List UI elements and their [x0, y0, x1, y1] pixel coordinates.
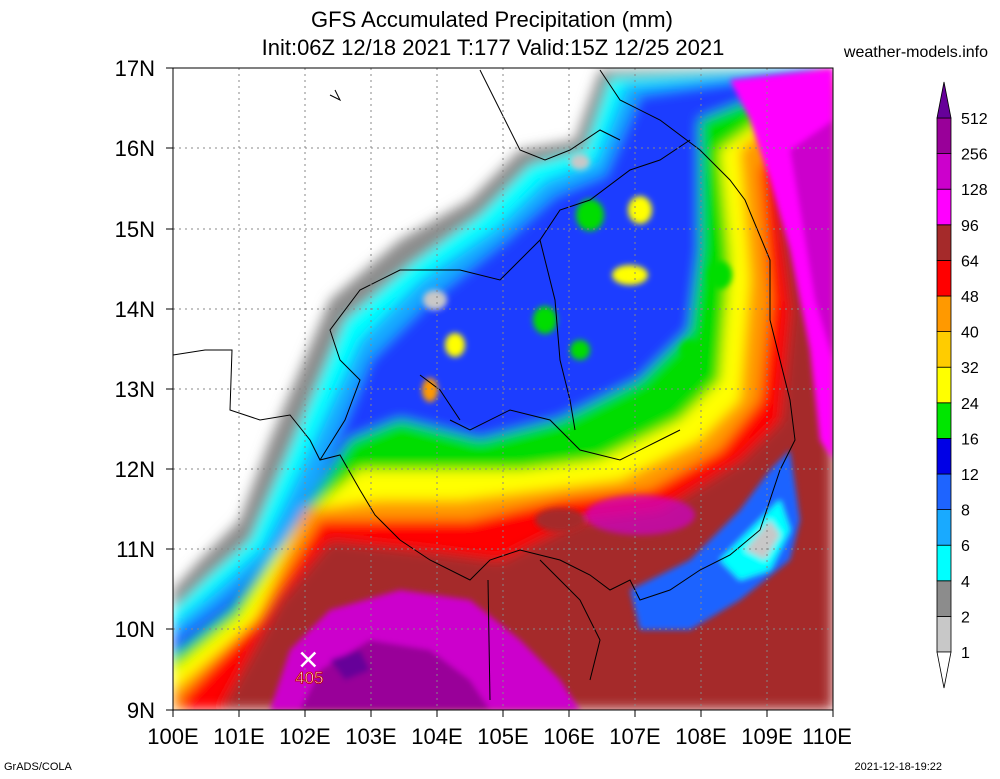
- legend-swatch-high: [936, 81, 952, 119]
- legend-label: 16: [961, 431, 979, 448]
- legend-label: 64: [961, 253, 979, 270]
- legend-swatch: [936, 188, 952, 226]
- site-label: weather-models.info: [843, 44, 988, 61]
- graticule: [173, 68, 833, 710]
- lat-label: 16N: [115, 136, 155, 161]
- grads-credit: GrADS/COLA: [4, 761, 72, 773]
- legend-label: 512: [961, 111, 988, 128]
- legend-label: 2: [961, 609, 970, 626]
- lon-label: 100E: [147, 724, 198, 749]
- latitude-labels: 9N 10N 11N 12N 13N 14N 15N 16N 17N: [115, 56, 155, 723]
- legend-swatch: [936, 366, 952, 404]
- lon-label: 109E: [741, 724, 792, 749]
- lon-label: 106E: [543, 724, 594, 749]
- coastlines: [173, 69, 796, 701]
- legend-label: 40: [961, 325, 979, 342]
- lat-label: 17N: [115, 56, 155, 81]
- lat-label: 14N: [115, 297, 155, 322]
- legend-label: 48: [961, 289, 979, 306]
- max-x-icon: [300, 651, 317, 668]
- timestamp: 2021-12-18-19:22: [854, 761, 942, 773]
- legend-swatch: [936, 153, 952, 190]
- map-subtitle: Init:06Z 12/18 2021 T:177 Valid:15Z 12/2…: [261, 35, 725, 60]
- legend-label: 6: [961, 538, 970, 555]
- legend-swatch: [936, 402, 952, 439]
- lat-label: 13N: [115, 377, 155, 402]
- lon-label: 105E: [477, 724, 528, 749]
- legend-swatch: [936, 580, 952, 617]
- legend-label: 256: [961, 147, 988, 164]
- lon-label: 108E: [675, 724, 726, 749]
- lon-label: 102E: [279, 724, 330, 749]
- max-value-label: 405: [295, 669, 323, 688]
- legend-label: 4: [961, 574, 970, 591]
- lat-label: 12N: [115, 457, 155, 482]
- legend-swatch: [936, 259, 952, 297]
- legend-label: 1: [961, 645, 970, 662]
- legend-label: 32: [961, 360, 979, 377]
- longitude-labels: 100E 101E 102E 103E 104E 105E 106E 107E …: [147, 724, 852, 749]
- legend-swatch: [936, 544, 952, 582]
- legend-label: 96: [961, 218, 979, 235]
- legend-swatch: [936, 331, 952, 368]
- lon-label: 104E: [411, 724, 462, 749]
- lon-label: 101E: [213, 724, 264, 749]
- legend-label: 8: [961, 503, 970, 520]
- lon-label: 110E: [802, 724, 852, 749]
- axis-ticks: [166, 67, 834, 717]
- lat-label: 10N: [115, 617, 155, 642]
- lon-label: 103E: [345, 724, 396, 749]
- legend-swatch: [936, 295, 952, 332]
- legend-label: 24: [961, 396, 979, 413]
- legend-swatch: [936, 509, 952, 546]
- legend-swatch-low: [936, 651, 952, 689]
- map-title: GFS Accumulated Precipitation (mm): [311, 7, 673, 32]
- lon-label: 107E: [609, 724, 660, 749]
- lat-label: 9N: [127, 698, 155, 723]
- legend-swatch: [936, 437, 952, 475]
- legend-label: 12: [961, 467, 979, 484]
- lat-label: 11N: [116, 537, 155, 562]
- legend-swatch: [936, 224, 952, 261]
- max-precip-marker: 405: [295, 651, 324, 688]
- legend-swatch: [936, 117, 952, 154]
- legend-label: 128: [961, 182, 988, 199]
- legend-swatch: [936, 616, 952, 653]
- legend-swatch: [936, 473, 952, 510]
- lat-label: 15N: [115, 217, 155, 242]
